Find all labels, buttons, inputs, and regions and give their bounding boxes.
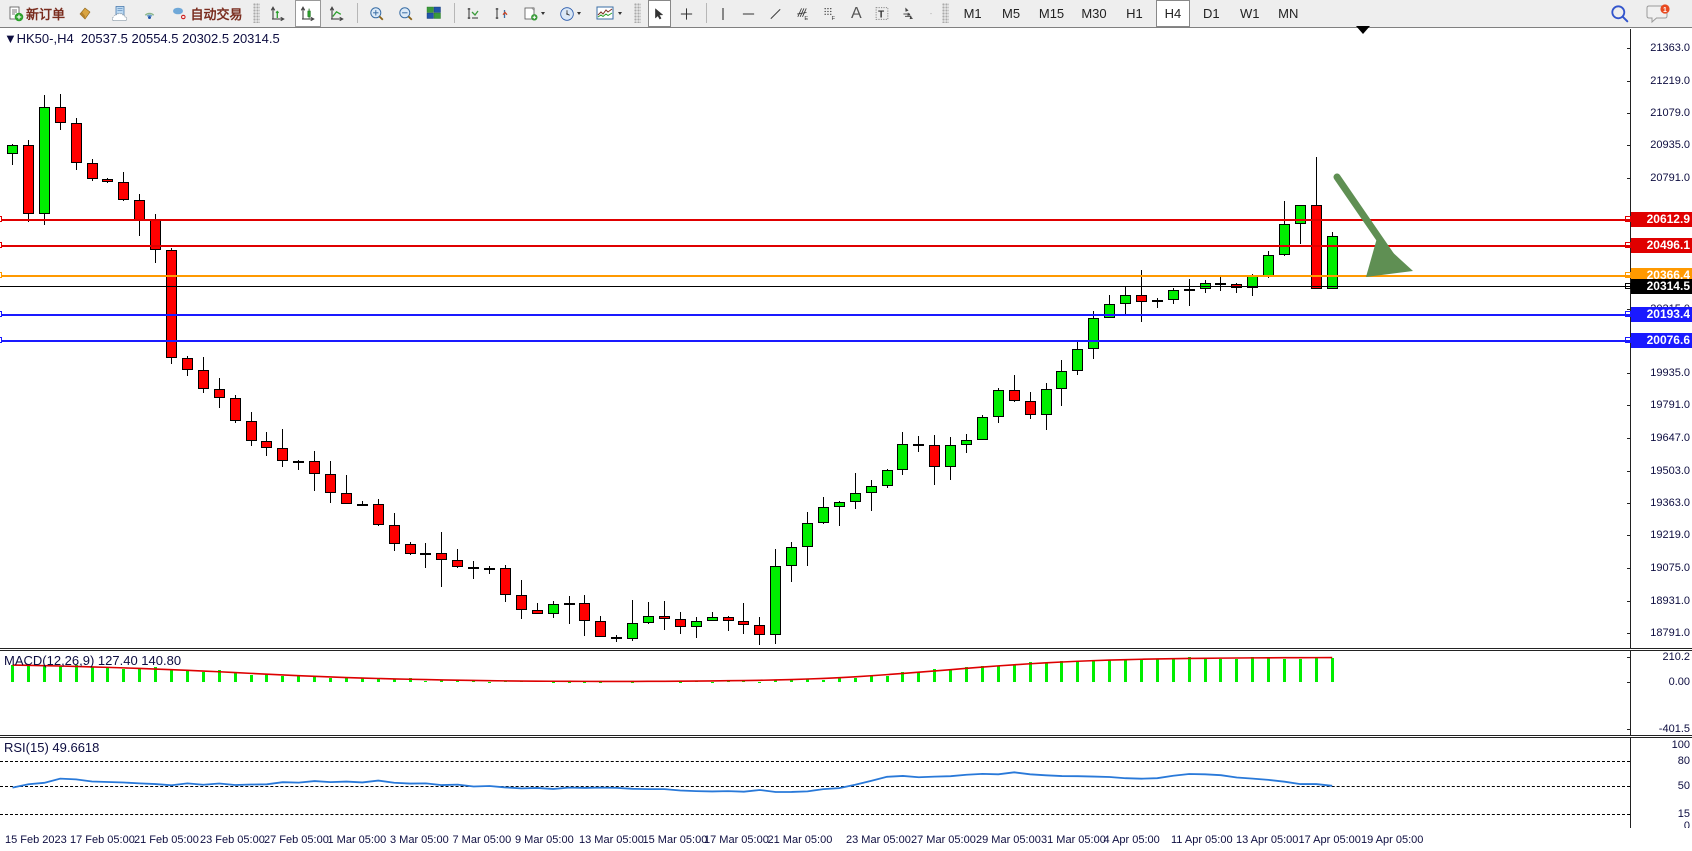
svg-text:E: E [805, 16, 809, 22]
svg-text:F: F [831, 16, 835, 22]
svg-text:T: T [878, 9, 884, 20]
svg-text:1: 1 [1663, 7, 1667, 14]
